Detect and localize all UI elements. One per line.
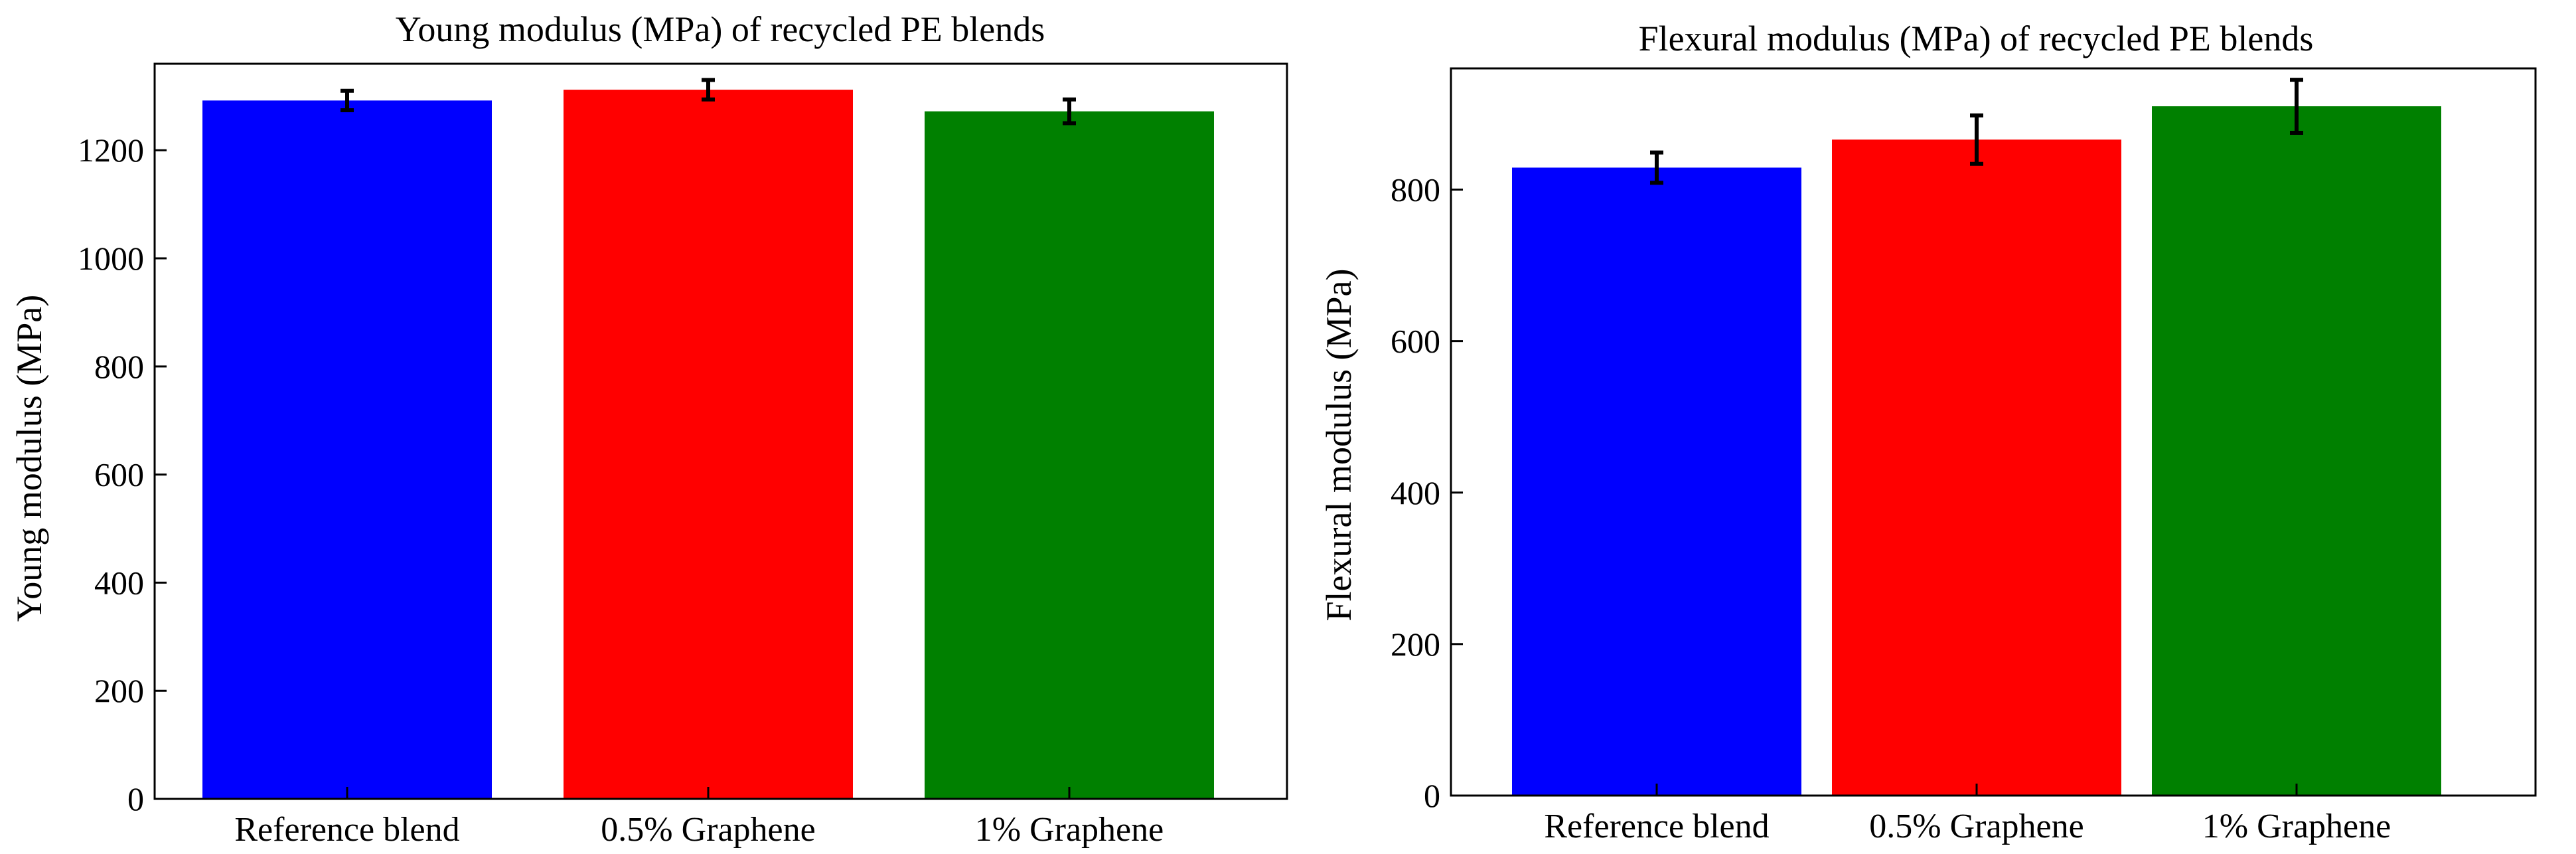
bars-group (202, 90, 1214, 800)
x-tick-label: 1% Graphene (975, 811, 1164, 849)
x-tick-label: 0.5% Graphene (601, 811, 815, 849)
y-tick-label: 0 (1424, 777, 1440, 814)
x-tick-label: 1% Graphene (2202, 808, 2391, 845)
y-tick-label: 600 (94, 456, 144, 493)
y-tick-label: 200 (1391, 626, 1440, 663)
bar (2152, 106, 2441, 796)
y-tick-label: 1000 (78, 240, 144, 277)
x-ticks-group: Reference blend 0.5% Graphene 1% Graphene (1544, 784, 2391, 845)
bar (564, 90, 853, 800)
y-axis-label: Flexural modulus (MPa) (1319, 269, 1359, 622)
y-tick-label: 400 (94, 564, 144, 601)
chart-title: Young modulus (MPa) of recycled PE blend… (396, 9, 1045, 49)
y-ticks-group: 0 200 400 600 800 1000 1200 (78, 131, 167, 817)
y-tick-label: 400 (1391, 474, 1440, 511)
x-tick-label: Reference blend (1544, 808, 1769, 845)
flexural-modulus-panel: Flexural modulus (MPa) of recycled PE bl… (1319, 19, 2537, 845)
error-bars-group (1650, 78, 2303, 185)
x-tick-label: 0.5% Graphene (1869, 808, 2084, 845)
plot-frame (1450, 67, 2537, 797)
error-bars-group (341, 78, 1076, 126)
x-tick-label: Reference blend (234, 811, 459, 849)
bar (1832, 139, 2121, 796)
y-tick-label: 800 (1391, 171, 1440, 209)
bars-group (1512, 106, 2441, 796)
y-tick-label: 200 (94, 672, 144, 709)
y-ticks-group: 0 200 400 600 800 (1391, 171, 1463, 814)
bar (925, 111, 1214, 800)
bar (202, 100, 492, 800)
bar (1512, 167, 1801, 796)
y-tick-label: 0 (127, 780, 144, 817)
y-tick-label: 600 (1391, 323, 1440, 360)
y-tick-label: 800 (94, 348, 144, 385)
y-tick-label: 1200 (78, 131, 144, 169)
y-axis-label: Young modulus (MPa) (9, 295, 49, 622)
plot-frame (153, 62, 1288, 800)
x-ticks-group: Reference blend 0.5% Graphene 1% Graphene (234, 787, 1164, 849)
young-modulus-panel: Young modulus (MPa) of recycled PE blend… (9, 9, 1288, 849)
chart-title: Flexural modulus (MPa) of recycled PE bl… (1639, 19, 2314, 58)
